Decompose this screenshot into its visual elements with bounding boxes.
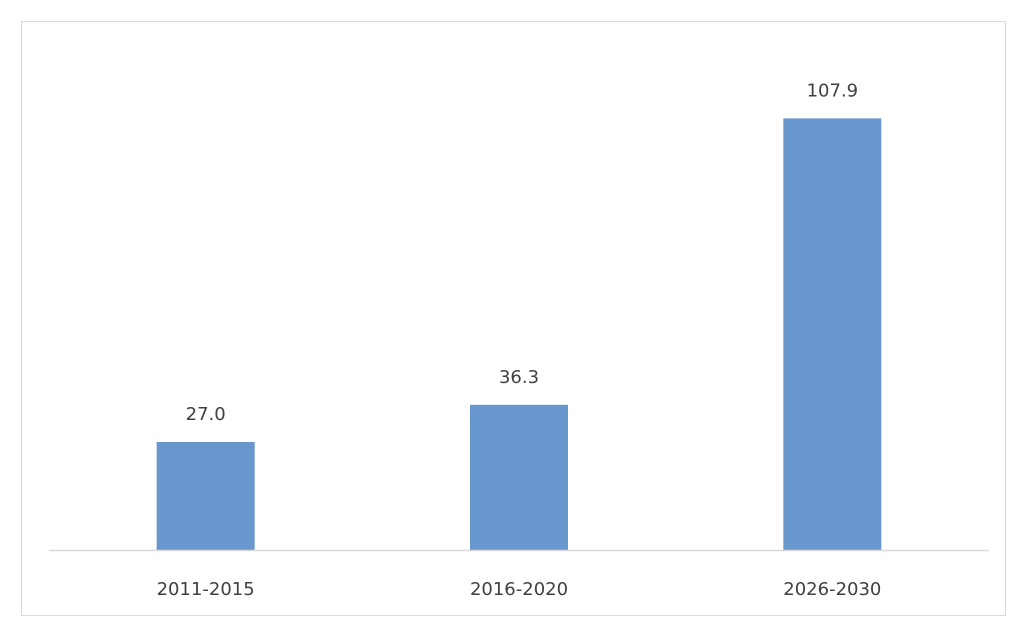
x-tick-label-2016-2020: 2016-2020 xyxy=(470,579,568,600)
bar-2026-2030 xyxy=(783,118,882,551)
chart-frame: 27.0 36.3 107.9 2011-2015 2016-2020 2026-203… xyxy=(21,21,1006,616)
data-label-2016-2020: 36.3 xyxy=(499,367,539,388)
x-tick-label-2011-2015: 2011-2015 xyxy=(157,579,255,600)
bars-layer xyxy=(156,118,882,551)
x-tick-labels-layer: 2011-2015 2016-2020 2026-2030 xyxy=(157,579,882,600)
data-label-2026-2030: 107.9 xyxy=(807,80,859,101)
bar-chart: 27.0 36.3 107.9 2011-2015 2016-2020 2026-203… xyxy=(49,80,989,600)
data-label-2011-2015: 27.0 xyxy=(186,404,226,425)
bar-2011-2015 xyxy=(156,442,255,550)
bar-2016-2020 xyxy=(470,404,568,550)
data-labels-layer: 27.0 36.3 107.9 xyxy=(186,80,858,425)
x-tick-label-2026-2030: 2026-2030 xyxy=(783,579,881,600)
